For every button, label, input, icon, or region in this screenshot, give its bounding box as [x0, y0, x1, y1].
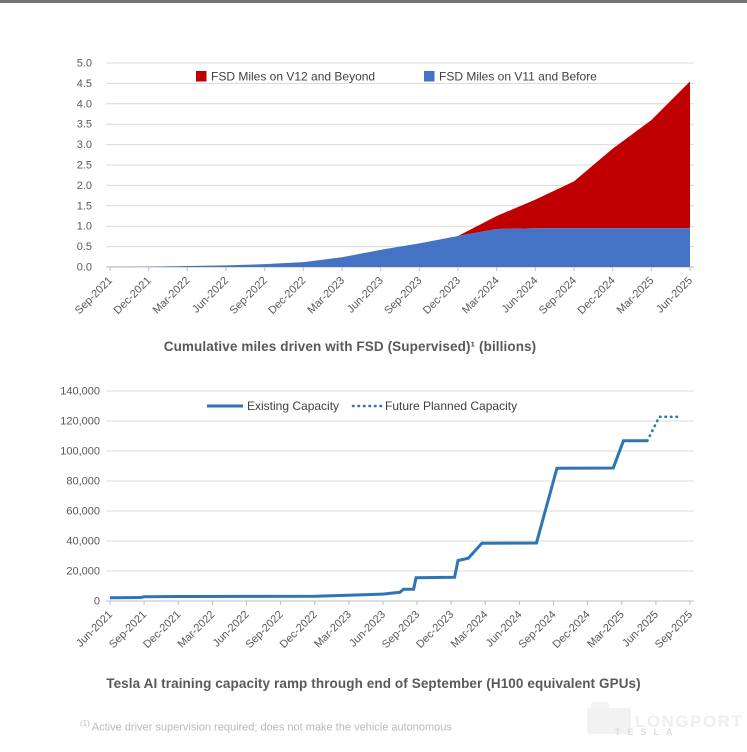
x-tick-label: Jun-2022	[190, 275, 231, 316]
x-tick-label: Mar-2023	[305, 275, 347, 317]
line-future-planned-capacity	[646, 415, 680, 443]
longport-logo-icon	[587, 702, 631, 734]
y-tick-label: 0.5	[77, 241, 92, 253]
y-tick-label: 4.0	[77, 98, 92, 110]
x-tick-label: Jun-2024	[500, 275, 541, 316]
x-tick-label: Jun-2025	[654, 275, 695, 316]
watermark-tesla-text: TESLA	[615, 727, 680, 737]
y-tick-label: 2.5	[77, 160, 92, 172]
x-tick-label: Sep-2024	[537, 275, 579, 317]
area-fsd-v12-miles	[110, 81, 690, 267]
legend-label: FSD Miles on V11 and Before	[439, 70, 597, 84]
x-tick-label: Sep-2025	[653, 609, 695, 651]
legend-label: Existing Capacity	[247, 399, 339, 413]
y-tick-label: 3.0	[77, 139, 92, 151]
x-tick-label: Dec-2023	[421, 275, 463, 317]
y-tick-label: 120,000	[60, 416, 100, 428]
x-tick-label: Jun-2023	[345, 275, 386, 316]
legend-swatch-icon	[196, 71, 207, 82]
y-tick-label: 0.0	[77, 262, 92, 274]
legend-swatch-icon	[424, 71, 435, 82]
x-tick-label: Dec-2024	[576, 275, 618, 317]
fsd-miles-stacked-area-chart: 0.0 0.5 1.0 1.5 2.0 2.5 3.0 3.5 4.0 4.5 5.0 Sep-202…	[73, 58, 695, 317]
longport-watermark: LONGPORT TESLA	[577, 698, 747, 752]
x-tick-label: Dec-2021	[112, 275, 154, 317]
footnote-marker: (1)	[80, 719, 90, 728]
footnote-text: Active driver supervision required; does…	[91, 721, 452, 734]
y-tick-label: 100,000	[60, 446, 100, 458]
x-tick-label: Mar-2025	[585, 609, 627, 651]
legend-label: Future Planned Capacity	[385, 399, 517, 413]
x-tick-label: Mar-2025	[615, 275, 657, 317]
y-tick-label: 5.0	[77, 58, 92, 70]
y-tick-label: 1.5	[77, 200, 92, 212]
x-tick-label: Mar-2024	[460, 275, 502, 317]
chart-title-fsd-miles: Cumulative miles driven with FSD (Superv…	[163, 339, 537, 354]
top-border-bar	[0, 0, 747, 3]
y-tick-label: 0	[94, 596, 100, 608]
x-tick-label: Sep-2021	[73, 275, 115, 317]
footnote: (1) Active driver supervision required; d…	[80, 719, 452, 734]
area-fsd-v11-miles	[110, 228, 690, 267]
y-tick-label: 60,000	[66, 506, 100, 518]
x-tick-label: Sep-2023	[382, 275, 424, 317]
y-tick-label: 3.5	[77, 119, 92, 131]
x-tick-label: Mar-2024	[449, 609, 491, 651]
y-tick-label: 140,000	[60, 386, 100, 398]
y-tick-label: 40,000	[66, 536, 100, 548]
y-tick-label: 1.0	[77, 221, 92, 233]
y-tick-label: 2.0	[77, 180, 92, 192]
x-tick-label: Dec-2022	[266, 275, 308, 317]
legend-label: FSD Miles on V12 and Beyond	[211, 70, 375, 84]
y-tick-label: 20,000	[66, 566, 100, 578]
x-tick-label: Mar-2022	[176, 609, 218, 651]
ai-training-capacity-line-chart: 0 20,000 40,000 60,000 80,000 100,000 120,000 1…	[60, 386, 695, 651]
watermark-brand-text: LONGPORT	[635, 712, 744, 731]
y-tick-label: 4.5	[77, 78, 92, 90]
x-tick-label: Mar-2023	[312, 609, 354, 651]
x-tick-label: Sep-2022	[228, 275, 270, 317]
y-tick-label: 80,000	[66, 476, 100, 488]
x-tick-label: Mar-2022	[151, 275, 193, 317]
line-existing-capacity	[109, 439, 648, 600]
chart-title-training-capacity: Tesla AI training capacity ramp through …	[106, 676, 641, 691]
